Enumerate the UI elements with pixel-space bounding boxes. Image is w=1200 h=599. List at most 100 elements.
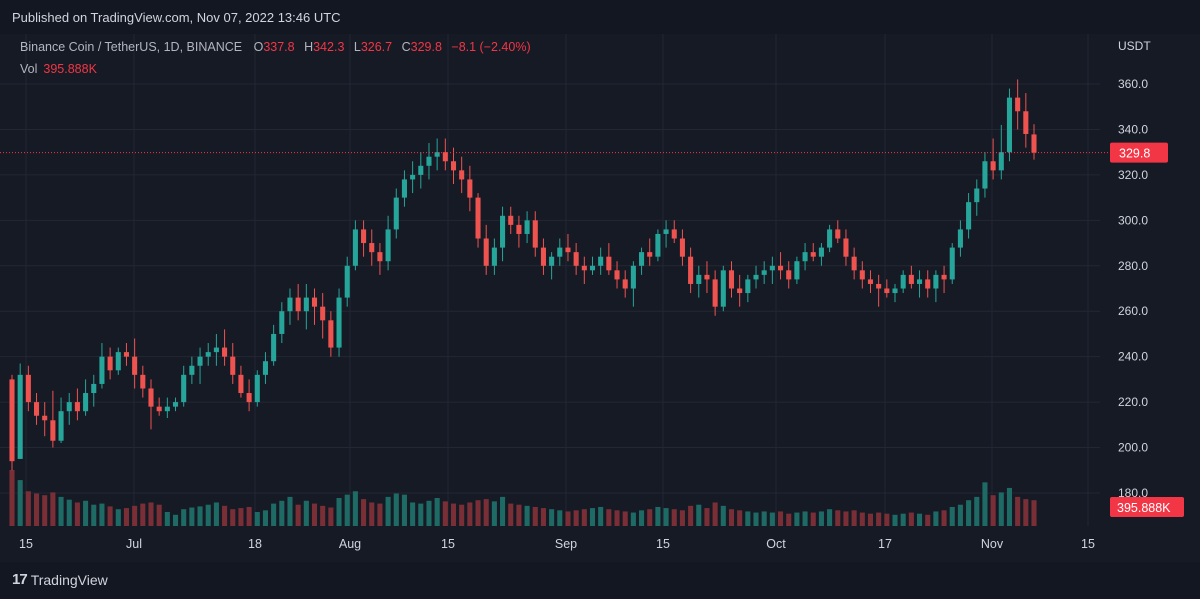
volume-bar xyxy=(982,482,988,526)
volume-bar xyxy=(573,510,579,526)
candle-body xyxy=(769,265,775,271)
candle-body xyxy=(287,297,293,312)
volume-bar xyxy=(966,500,972,526)
volume-bar xyxy=(442,501,448,526)
volume-bar xyxy=(222,505,228,526)
candle-body xyxy=(737,288,743,294)
volume-bar xyxy=(1023,499,1029,526)
volume-bar xyxy=(737,510,743,526)
candle-body xyxy=(794,261,800,280)
volume-bar xyxy=(647,509,653,526)
candle-body xyxy=(745,279,751,294)
volume-bar xyxy=(58,496,64,526)
volume-bar xyxy=(491,501,497,526)
volume-bar xyxy=(246,506,252,526)
volume-bar xyxy=(475,500,481,526)
candle-body xyxy=(17,374,23,459)
candle-body xyxy=(884,288,890,294)
candle-body xyxy=(524,220,530,234)
candle-body xyxy=(720,270,726,307)
y-tick-label: 260.0 xyxy=(1118,304,1148,318)
volume-bar xyxy=(287,496,293,526)
volume-bars xyxy=(9,470,1037,526)
volume-bar xyxy=(115,509,121,526)
time-axis[interactable]: 15 Jul 18 Aug 15 Sep 15 Oct 17 Nov 15 xyxy=(19,537,1095,551)
volume-bar xyxy=(663,508,669,526)
change-value: −8.1 (−2.40%) xyxy=(451,40,531,54)
candle-body xyxy=(91,383,97,394)
candle-body xyxy=(1023,111,1029,134)
candle-body xyxy=(778,265,784,271)
candle-body xyxy=(491,247,497,266)
candle-body xyxy=(164,406,170,412)
volume-bar xyxy=(688,505,694,526)
candle-body xyxy=(671,229,677,239)
candle-body xyxy=(614,270,620,280)
candle-body xyxy=(998,152,1004,171)
tradingview-logo-icon: 17 xyxy=(12,571,28,588)
volume-bar xyxy=(434,498,440,526)
candle-body xyxy=(630,265,636,289)
volume-bar xyxy=(467,502,473,526)
y-tick-label: 180.0 xyxy=(1118,486,1148,500)
high-value: 342.3 xyxy=(313,40,345,54)
candle-body xyxy=(990,161,996,171)
candle-body xyxy=(352,229,358,266)
candle-body xyxy=(25,374,31,403)
volume-bar xyxy=(581,509,587,526)
volume-bar xyxy=(589,508,596,526)
symbol-header: Binance Coin / TetherUS, 1D, BINANCE O33… xyxy=(20,40,537,54)
x-tick-label: 15 xyxy=(1081,537,1095,551)
volume-bar xyxy=(884,513,890,526)
candlestick-chart[interactable]: 360.0 340.0 320.0 300.0 280.0 260.0 240.0 220.0… xyxy=(0,34,1200,562)
candle-body xyxy=(851,256,857,271)
volume-bar xyxy=(99,503,105,526)
last-price-value: 329.8 xyxy=(1119,147,1150,161)
candle-body xyxy=(908,274,914,284)
volume-bar xyxy=(33,493,40,526)
candle-body xyxy=(401,179,407,198)
candle-body xyxy=(377,252,383,262)
candle-body xyxy=(696,274,702,284)
volume-bar xyxy=(843,511,849,526)
y-tick-label: 360.0 xyxy=(1118,77,1148,91)
candle-body xyxy=(410,174,416,180)
volume-bar xyxy=(344,494,350,526)
volume-bar xyxy=(786,513,792,526)
volume-bar xyxy=(25,491,31,526)
tradingview-brand[interactable]: 17 TradingView xyxy=(12,571,108,588)
candle-body xyxy=(753,274,759,280)
candle-body xyxy=(557,247,563,257)
volume-bar xyxy=(565,511,571,526)
candle-body xyxy=(279,311,285,334)
volume-bar xyxy=(835,510,841,526)
volume-bar xyxy=(974,496,980,526)
volume-bar xyxy=(311,503,318,526)
candle-body xyxy=(230,356,236,375)
volume-bar xyxy=(369,502,375,526)
volume-bar xyxy=(851,510,857,526)
candle-body xyxy=(156,406,162,412)
volume-bar xyxy=(549,509,555,526)
chart-area[interactable] xyxy=(0,34,1200,562)
candle-body xyxy=(74,402,80,412)
candle-body xyxy=(761,270,767,275)
volume-bar xyxy=(990,495,996,526)
volume-bar xyxy=(279,500,285,526)
y-tick-label: 200.0 xyxy=(1118,441,1148,455)
candle-body xyxy=(246,393,252,403)
volume-bar xyxy=(140,503,146,526)
candle-body xyxy=(704,274,710,280)
volume-bar xyxy=(933,511,939,526)
low-value: 326.7 xyxy=(360,40,393,54)
volume-bar xyxy=(671,509,677,526)
open-value: 337.8 xyxy=(263,40,295,54)
volume-bar xyxy=(639,510,645,526)
candle-body xyxy=(1015,97,1021,112)
candle-body xyxy=(295,297,301,312)
price-axis[interactable]: 360.0 340.0 320.0 300.0 280.0 260.0 240.0 220.0… xyxy=(1118,77,1148,500)
volume-bar xyxy=(859,512,865,526)
candles xyxy=(9,79,1037,471)
volume-bar xyxy=(197,506,203,526)
candle-body xyxy=(565,247,571,253)
